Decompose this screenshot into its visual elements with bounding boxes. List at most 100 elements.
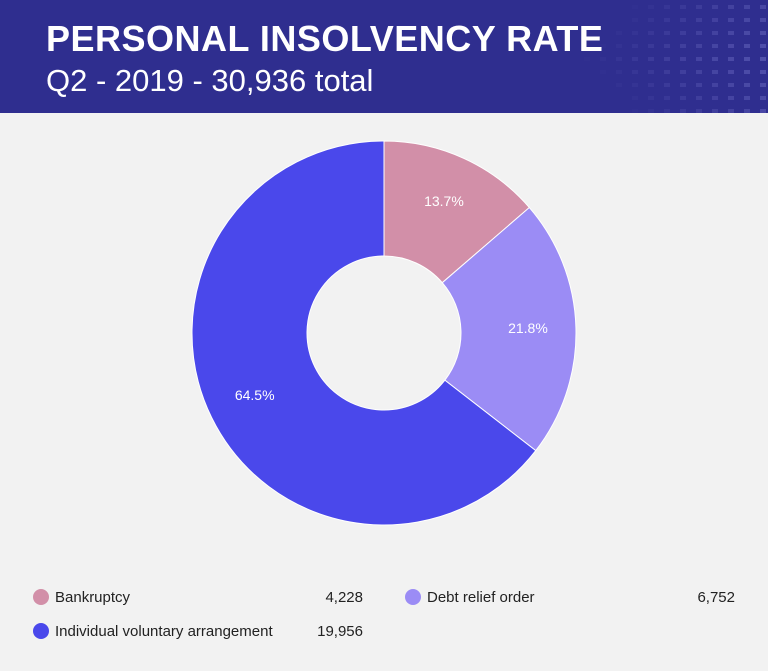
dot-decoration [648,5,654,9]
dot-decoration [696,83,702,87]
dot-decoration [728,57,734,61]
dot-decoration [728,109,734,113]
dot-decoration [664,18,670,22]
dot-decoration [760,96,766,100]
chart-title: PERSONAL INSOLVENCY RATE [46,18,604,59]
dot-decoration [632,70,638,74]
dot-decoration [664,31,670,35]
dot-decoration [680,70,686,74]
dot-decoration [760,31,766,35]
donut-chart: 13.7% 21.8% 64.5% [191,140,577,526]
dot-decoration [744,83,750,87]
dot-decoration [664,44,670,48]
dot-decoration [616,83,622,87]
dot-decoration [728,70,734,74]
legend-label: Individual voluntary arrangement [55,623,273,640]
legend-value: 6,752 [697,589,735,606]
legend-item-bankruptcy: Bankruptcy 4,228 [33,589,363,609]
dot-decoration [648,96,654,100]
dot-decoration [632,83,638,87]
dot-decoration [680,96,686,100]
dot-decoration [712,5,718,9]
dot-decoration [696,31,702,35]
dot-decoration [712,31,718,35]
dot-decoration [712,44,718,48]
dot-decoration [696,96,702,100]
dot-decoration [728,18,734,22]
dot-decoration [680,57,686,61]
dot-decoration [616,31,622,35]
dot-decoration [680,109,686,113]
dot-decoration [760,70,766,74]
legend-item-individual-voluntary-arrangement: Individual voluntary arrangement 19,956 [33,623,363,643]
dot-decoration [648,70,654,74]
dot-decoration [744,109,750,113]
legend-label: Debt relief order [427,589,535,606]
dot-decoration [728,96,734,100]
slice-percent-label: 13.7% [424,193,464,209]
dot-decoration [616,44,622,48]
dot-decoration [744,18,750,22]
dot-decoration [728,5,734,9]
dot-decoration [664,83,670,87]
dot-decoration [712,70,718,74]
dot-decoration [632,31,638,35]
dot-pattern-decoration [600,5,766,113]
dot-decoration [680,83,686,87]
dot-decoration [696,109,702,113]
dot-decoration [664,109,670,113]
dot-decoration [648,31,654,35]
dot-decoration [728,44,734,48]
legend-swatch-iva [33,623,49,639]
dot-decoration [664,96,670,100]
dot-decoration [616,57,622,61]
dot-decoration [760,5,766,9]
dot-decoration [616,70,622,74]
dot-decoration [696,18,702,22]
dot-decoration [696,57,702,61]
dot-decoration [712,57,718,61]
legend-label: Bankruptcy [55,589,131,606]
dot-decoration [760,83,766,87]
dot-decoration [648,83,654,87]
dot-decoration [600,57,606,61]
slice-individual-voluntary-arrangement [191,140,537,526]
slice-percent-label: 64.5% [235,387,275,403]
dot-decoration [648,57,654,61]
dot-decoration [744,31,750,35]
dot-decoration [632,5,638,9]
slice-bankruptcy [383,140,531,284]
legend-swatch-debt-relief-order [405,589,421,605]
dot-decoration [632,57,638,61]
dot-decoration [696,44,702,48]
dot-decoration [632,18,638,22]
legend-swatch-bankruptcy [33,589,49,605]
dot-decoration [760,18,766,22]
legend-value: 4,228 [325,589,363,606]
legend-value: 19,956 [317,623,363,640]
dot-decoration [744,44,750,48]
dot-decoration [680,31,686,35]
dot-decoration [760,57,766,61]
dot-decoration [664,57,670,61]
dot-decoration [712,96,718,100]
dot-decoration [744,70,750,74]
dot-decoration [648,18,654,22]
dot-decoration [648,109,654,113]
legend-item-debt-relief-order: Debt relief order 6,752 [405,589,735,609]
dot-decoration [696,70,702,74]
dot-decoration [760,44,766,48]
dot-decoration [744,57,750,61]
dot-decoration [664,5,670,9]
dot-decoration [632,96,638,100]
dot-decoration [728,83,734,87]
dot-decoration [696,5,702,9]
dot-decoration [664,70,670,74]
header-banner: PERSONAL INSOLVENCY RATE Q2 - 2019 - 30,… [0,0,768,113]
dot-decoration [744,5,750,9]
dot-decoration [680,5,686,9]
dot-decoration [760,109,766,113]
dot-decoration [728,31,734,35]
chart-subtitle: Q2 - 2019 - 30,936 total [46,63,374,98]
dot-decoration [712,83,718,87]
